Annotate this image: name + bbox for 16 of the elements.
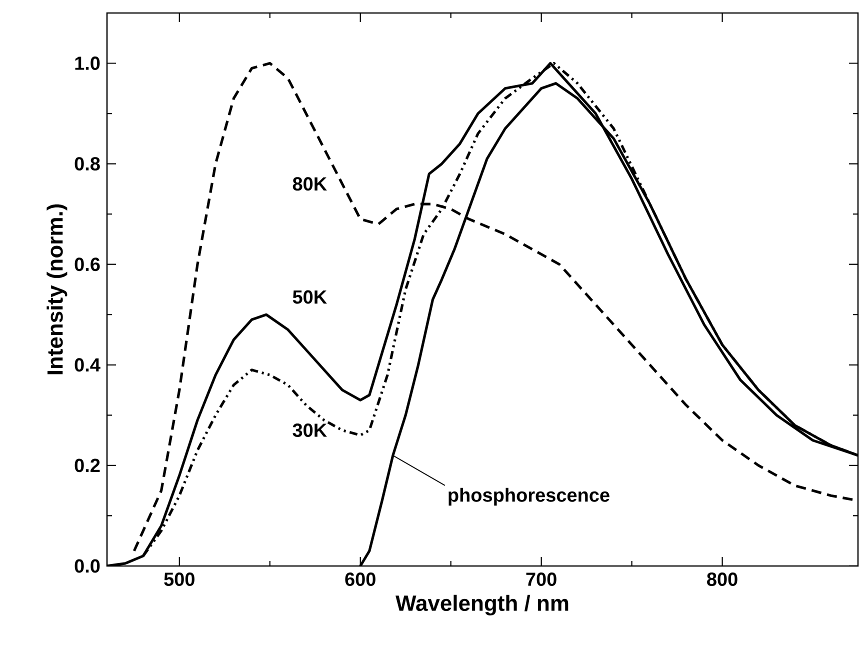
x-axis-title: Wavelength / nm [396, 594, 568, 616]
x-tick-label: 800 [707, 572, 738, 586]
series-label: 50K [292, 290, 327, 304]
y-tick-label: 1.0 [75, 56, 100, 70]
y-tick-label: 0.0 [74, 559, 100, 573]
y-tick-label: 0.6 [74, 258, 100, 272]
y-tick-label: 0.4 [74, 358, 100, 372]
y-tick-label: 0.8 [74, 157, 100, 171]
x-tick-label: 500 [164, 572, 194, 586]
series-label: 80K [292, 177, 327, 191]
y-axis-title: Intensity (norm.) [46, 204, 68, 374]
x-tick-label: 600 [345, 572, 376, 586]
series-label: 30K [292, 424, 327, 437]
annotation: phosphorescence [448, 488, 610, 506]
x-tick-label: 700 [526, 572, 556, 586]
y-tick-label: 0.2 [74, 458, 100, 472]
